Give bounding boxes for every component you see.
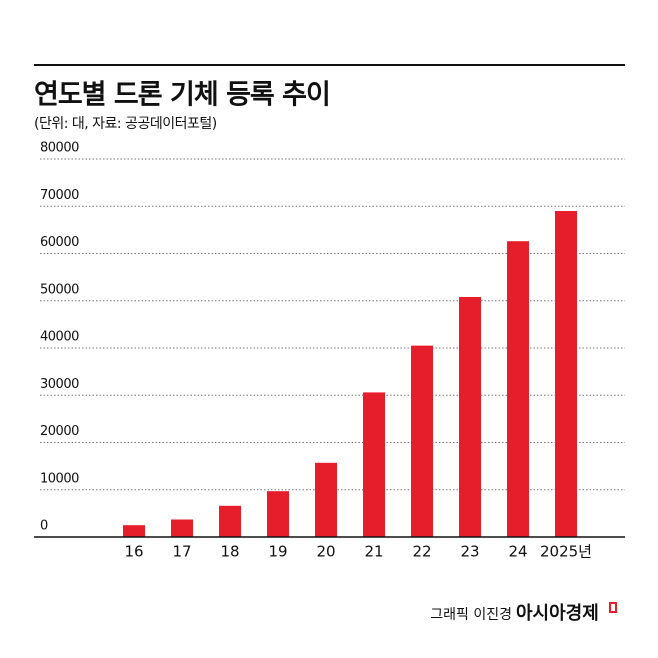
bar [411,345,433,537]
x-tick-label: 16 [124,543,143,561]
y-tick-label: 20000 [40,424,79,439]
bar [219,505,241,537]
bar [171,519,193,537]
y-tick-label: 0 [40,519,48,534]
y-tick-label: 30000 [40,377,79,392]
x-tick-label: 21 [364,543,383,561]
x-tick-label: 23 [460,543,479,561]
bar [459,296,481,537]
logo-mark [609,602,617,613]
chart-subtitle: (단위: 대, 자료: 공공데이터포털) [34,116,217,132]
bar [507,241,529,537]
bar [555,210,577,537]
x-tick-label: 18 [220,543,239,561]
logo: 아시아경제 [516,603,599,624]
bar [363,392,385,537]
chart-title: 연도별 드론 기체 등록 추이 [34,80,330,111]
x-tick-label: 20 [316,543,335,561]
y-tick-label: 10000 [40,471,79,486]
y-tick-label: 70000 [40,188,79,203]
credit: 그래픽 이진경 [430,607,512,623]
bar [267,491,289,537]
y-tick-label: 40000 [40,330,79,345]
x-tick-label: 17 [172,543,191,561]
x-tick-label: 22 [412,543,431,561]
y-tick-label: 80000 [40,141,79,156]
y-tick-label: 50000 [40,282,79,297]
bar [315,462,337,537]
x-tick-label: 2025년 [540,543,592,561]
x-tick-label: 19 [268,543,287,561]
x-tick-label: 24 [508,543,527,561]
y-tick-label: 60000 [40,235,79,250]
bar [123,525,145,537]
